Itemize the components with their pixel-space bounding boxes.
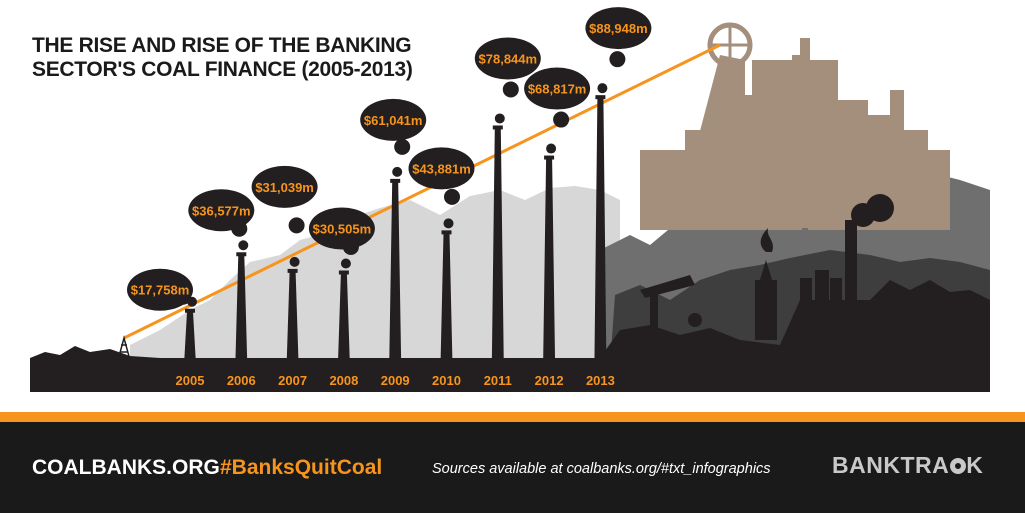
smoke-cloud: [127, 268, 193, 311]
smoke-puff: [546, 143, 557, 154]
x-tick-label: 2009: [381, 373, 410, 388]
data-label: $61,041m: [364, 113, 423, 128]
smoke-cloud: [188, 189, 255, 232]
smoke-puff: [494, 113, 505, 124]
data-label: $31,039m: [255, 180, 314, 195]
trend-line: [123, 43, 721, 340]
chimney-cap: [287, 268, 298, 273]
chimney-cap: [492, 125, 503, 130]
chimney-bar: [337, 273, 350, 365]
footer: COALBANKS.ORG #BanksQuitCoal Sources ava…: [0, 422, 1025, 513]
x-tick-label: 2012: [535, 373, 564, 388]
smoke-puff: [502, 81, 519, 98]
smoke-cloud: [474, 37, 541, 80]
chimney-cap: [390, 178, 401, 183]
data-label: $68,817m: [528, 82, 587, 97]
x-tick-label: 2008: [329, 373, 358, 388]
x-tick-label: 2011: [484, 373, 512, 388]
smoke-cloud: [308, 207, 375, 250]
chimney-cap: [595, 95, 606, 100]
data-label: $30,505m: [313, 221, 372, 236]
smoke-puff: [394, 138, 411, 155]
smoke-cloud: [360, 98, 427, 141]
chimney-cap: [544, 155, 555, 160]
logo-c-mark: [950, 458, 967, 474]
smoke-cloud: [585, 7, 652, 50]
data-label: $88,948m: [589, 21, 648, 36]
x-tick-label: 2007: [278, 373, 307, 388]
hashtag-link[interactable]: #BanksQuitCoal: [220, 456, 383, 479]
data-label: $36,577m: [192, 203, 251, 218]
data-label: $78,844m: [479, 51, 538, 66]
smoke-puff: [553, 111, 570, 128]
site-link[interactable]: COALBANKS.ORG: [32, 456, 220, 479]
smoke-cloud: [524, 67, 591, 110]
chimney-bars: $17,758m 2005 $36,577m 2006 $31,039m 2007 $30,…: [127, 7, 652, 388]
chimney-bar: [491, 128, 504, 365]
smoke-cloud: [408, 147, 475, 190]
smoke-puff: [238, 240, 249, 251]
chimney-bar: [440, 233, 453, 365]
chimney-bar: [594, 98, 607, 365]
title-line-2: SECTOR'S COAL FINANCE (2005-2013): [32, 58, 413, 81]
banktrack-logo: BANKTRA K: [832, 452, 983, 479]
coal-mine-silhouette: [640, 22, 950, 230]
coal-finance-chart: $17,758m 2005 $36,577m 2006 $31,039m 2007 $30,…: [30, 7, 990, 392]
ground-silhouette: [30, 280, 990, 392]
smoke-cloud: [251, 165, 318, 208]
chimney-bar: [543, 158, 556, 365]
data-label: $43,881m: [412, 161, 471, 176]
smoke-puff: [443, 218, 454, 229]
x-tick-label: 2013: [586, 373, 615, 388]
sources-note: Sources available at coalbanks.org/#txt_…: [432, 461, 771, 477]
chimney-cap: [236, 252, 247, 257]
x-tick-label: 2010: [432, 373, 461, 388]
logo-text-tail: K: [966, 452, 984, 478]
chimney-cap: [338, 270, 349, 275]
x-tick-label: 2005: [176, 373, 205, 388]
smoke-puff: [289, 256, 300, 267]
chimney-bar: [389, 181, 402, 365]
chimney-bar: [235, 255, 248, 365]
smoke-puff: [340, 258, 351, 269]
title-line-1: THE RISE AND RISE OF THE BANKING: [32, 34, 412, 57]
chart-title: THE RISE AND RISE OF THE BANKING SECTOR'…: [32, 34, 413, 82]
chimney-bar: [286, 271, 299, 365]
data-label: $17,758m: [131, 283, 190, 298]
smoke-puff: [392, 166, 403, 177]
oil-derrick-icon: [117, 335, 131, 361]
orange-divider: [0, 412, 1025, 422]
chimney-cap: [441, 230, 452, 235]
chimney-bar: [184, 311, 196, 365]
smoke-puff: [444, 188, 460, 205]
industry-silhouette: [640, 194, 950, 348]
logo-text: BANKTRA: [832, 452, 950, 478]
smoke-puff: [288, 217, 305, 234]
chimney-cap: [185, 308, 195, 313]
smoke-puff: [609, 51, 626, 68]
smoke-puff: [597, 83, 608, 94]
x-tick-label: 2006: [227, 373, 256, 388]
